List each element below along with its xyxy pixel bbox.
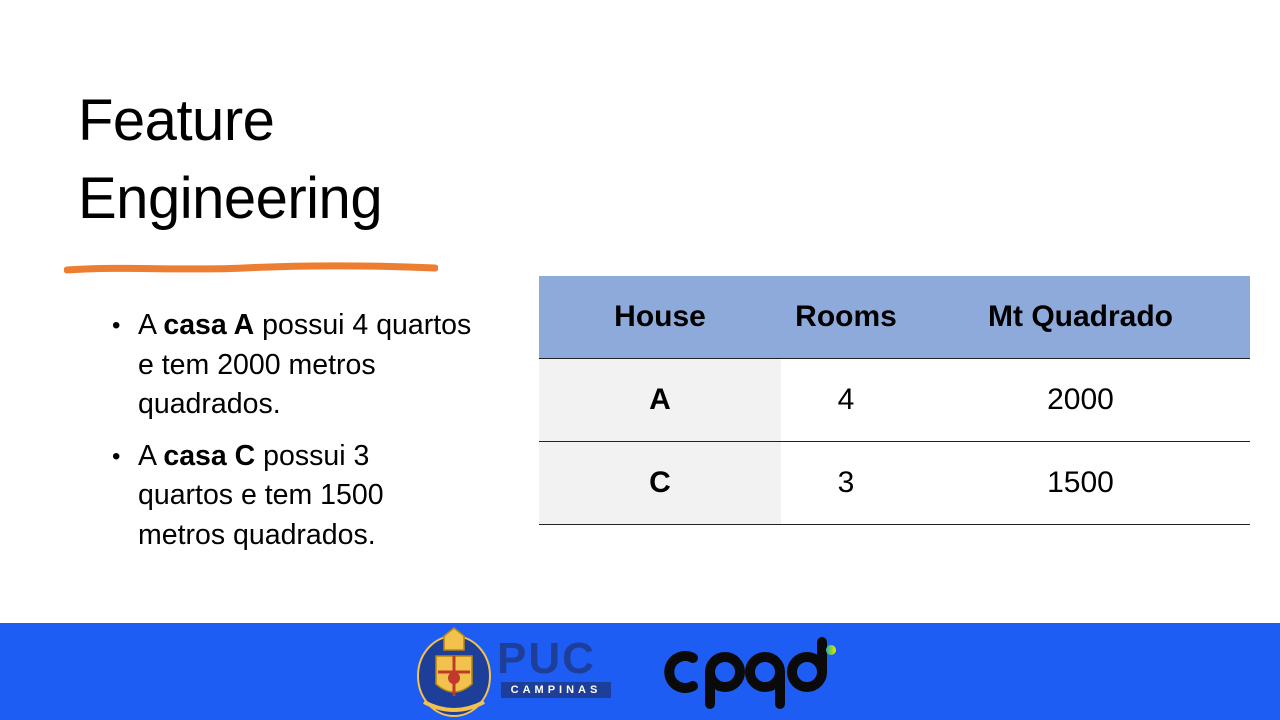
header-mt-quadrado: Mt Quadrado: [911, 276, 1250, 359]
header-rooms: Rooms: [781, 276, 911, 359]
cell-house: C: [539, 441, 781, 525]
bullet-text-post: possui 3 quartos e tem 1500 metros quadr…: [138, 439, 384, 551]
slide-title: Feature Engineering: [78, 82, 498, 238]
table-header-row: House Rooms Mt Quadrado: [539, 276, 1250, 359]
cpqd-logo-icon: [664, 637, 836, 709]
bullet-item: • A casa A possui 4 quartos e tem 2000 m…: [112, 306, 472, 425]
bullet-dot-icon: •: [112, 312, 121, 339]
puc-crest-icon: [417, 627, 491, 717]
cell-mt-quadrado: 2000: [911, 358, 1250, 442]
cell-house: A: [539, 358, 781, 442]
bullet-text-pre: A: [138, 309, 164, 341]
bullet-text-bold: casa C: [163, 439, 256, 472]
cell-rooms: 4: [781, 358, 911, 442]
bullet-text-bold: casa A: [163, 309, 255, 341]
bullet-list: • A casa A possui 4 quartos e tem 2000 m…: [112, 306, 472, 567]
footer-bar: [0, 623, 1280, 720]
puc-logo-word: PUC: [497, 634, 596, 683]
bullet-text-pre: A: [138, 439, 164, 472]
table-row: C 3 1500: [539, 441, 1250, 525]
bullet-text-post: possui 4 quartos e tem 2000 metros quadr…: [138, 309, 472, 420]
header-house: House: [539, 276, 781, 359]
title-line-2: Engineering: [78, 166, 383, 231]
puc-logo-sub: CAMPINAS: [501, 682, 611, 698]
cell-mt-quadrado: 1500: [911, 441, 1250, 525]
bullet-item: • A casa C possui 3 quartos e tem 1500 m…: [112, 437, 472, 556]
title-line-1: Feature: [78, 88, 275, 153]
house-table: House Rooms Mt Quadrado A 4 2000 C 3 150…: [539, 276, 1250, 525]
table-row: A 4 2000: [539, 358, 1250, 442]
title-underline: [64, 262, 438, 274]
bullet-dot-icon: •: [112, 442, 121, 470]
cell-rooms: 3: [781, 441, 911, 525]
